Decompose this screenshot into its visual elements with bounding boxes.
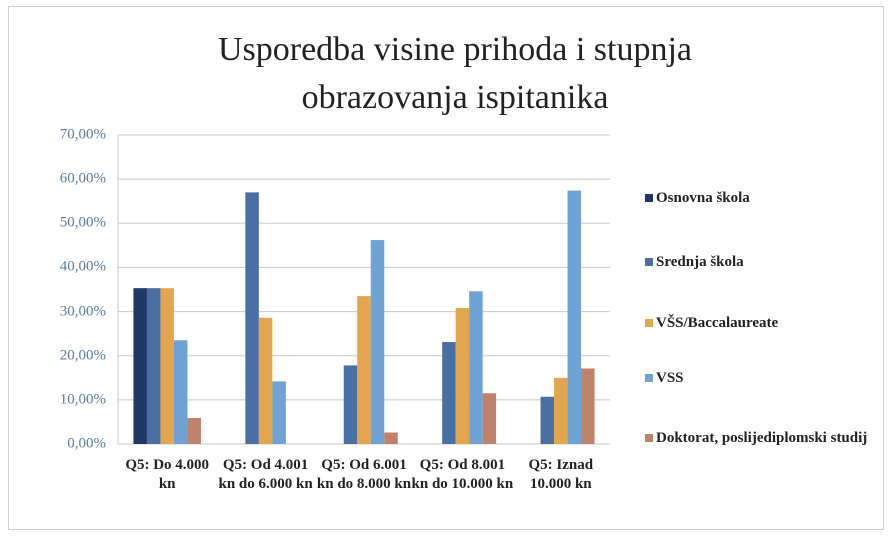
x-tick-label: Q5: Od 6.001 kn do 8.000 kn — [316, 457, 412, 492]
bar — [173, 340, 188, 444]
bar — [581, 368, 595, 444]
bar — [540, 396, 555, 444]
bar — [370, 240, 385, 444]
chart-border — [8, 6, 884, 530]
legend-label: Osnovna škola — [656, 190, 750, 206]
bar — [245, 192, 259, 444]
legend-label: Doktorat, poslijediplomski studij — [656, 430, 868, 446]
legend-swatch — [645, 374, 653, 382]
bar — [455, 308, 470, 444]
bar — [567, 190, 582, 444]
y-tick-label: 40,00% — [59, 258, 106, 275]
bar — [469, 291, 483, 444]
x-tick-label: Q5: Do 4.000 kn — [125, 457, 210, 492]
y-tick-label: 20,00% — [59, 347, 106, 364]
legend-swatch — [645, 434, 653, 442]
legend-swatch — [645, 319, 653, 327]
bar — [442, 342, 456, 444]
bar — [187, 417, 201, 444]
y-tick-label: 50,00% — [59, 214, 106, 231]
legend-label: VŠS/Baccalaureate — [656, 315, 779, 331]
bar — [343, 365, 358, 444]
x-tick-label: Q5: Iznad 10.000 kn — [528, 457, 594, 492]
y-tick-label: 30,00% — [59, 303, 106, 320]
y-tick-label: 60,00% — [59, 170, 106, 187]
bar — [160, 288, 174, 444]
y-tick-label: 0,00% — [67, 435, 106, 452]
bar — [384, 432, 398, 444]
bar — [133, 288, 147, 444]
y-tick-label: 70,00% — [59, 126, 106, 143]
bar — [554, 377, 568, 444]
bar — [258, 317, 273, 444]
legend-swatch — [645, 194, 653, 202]
chart-title: Usporedba visine prihoda i stupnja obraz… — [217, 31, 693, 116]
y-tick-label: 10,00% — [59, 391, 106, 408]
bar — [272, 381, 286, 444]
x-tick-label: Q5: Od 4.001 kn do 6.000 kn — [218, 457, 313, 492]
bar — [357, 296, 371, 444]
bar — [482, 393, 497, 444]
bar — [146, 288, 161, 444]
x-tick-label: Q5: Od 8.001 kn do 10.000 kn — [411, 457, 514, 492]
legend-swatch — [645, 258, 653, 266]
legend-label: VSS — [656, 370, 684, 386]
legend-label: Srednja škola — [656, 254, 744, 270]
